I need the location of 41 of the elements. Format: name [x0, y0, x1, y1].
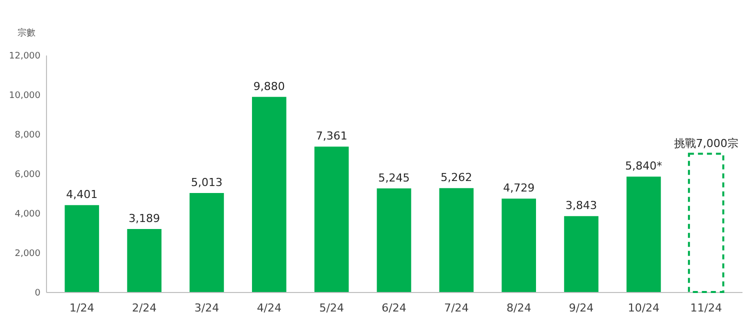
y-tick-label: 4,000 [14, 210, 41, 220]
data-label: 5,840* [625, 160, 663, 173]
x-tick-label: 2/24 [132, 302, 157, 314]
bar [439, 188, 474, 292]
x-tick-label: 10/24 [628, 302, 660, 314]
x-tick-label: 6/24 [382, 302, 406, 314]
x-tick-label: 11/24 [690, 302, 722, 314]
data-label: 4,401 [66, 188, 98, 202]
data-label: 3,843 [566, 199, 598, 212]
x-tick-label: 5/24 [319, 302, 344, 314]
bar [626, 176, 661, 292]
x-tick-label: 3/24 [194, 302, 220, 314]
bar [64, 205, 100, 292]
bar [688, 152, 724, 293]
y-tick-label: 12,000 [9, 52, 41, 62]
y-tick-label: 8,000 [14, 130, 41, 140]
y-tick-label: 0 [34, 288, 41, 298]
y-tick-label: 6,000 [14, 170, 41, 180]
bar [127, 229, 162, 292]
data-label: 3,189 [128, 212, 160, 226]
bar [252, 96, 286, 292]
data-label: 4,729 [503, 182, 535, 195]
bar [314, 146, 349, 292]
bar [564, 216, 598, 292]
bar [502, 198, 536, 292]
x-tick-label: 7/24 [444, 302, 469, 314]
bar [190, 192, 224, 292]
data-label: 9,880 [253, 80, 285, 93]
y-tick-label: 2,000 [14, 249, 41, 259]
data-label: 7,361 [316, 130, 348, 143]
x-tick-label: 1/24 [70, 302, 94, 314]
data-label: 5,245 [378, 171, 410, 184]
bar [376, 188, 412, 292]
x-tick-label: 4/24 [256, 302, 282, 314]
y-tick-label: 10,000 [9, 91, 41, 101]
data-label: 5,262 [440, 171, 472, 184]
data-label: 5,013 [190, 176, 222, 189]
x-tick-label: 8/24 [506, 302, 532, 314]
y-axis-title: 宗數 [18, 28, 36, 38]
x-tick-label: 9/24 [568, 302, 594, 314]
data-label: 挑戰7,000宗 [674, 136, 738, 150]
